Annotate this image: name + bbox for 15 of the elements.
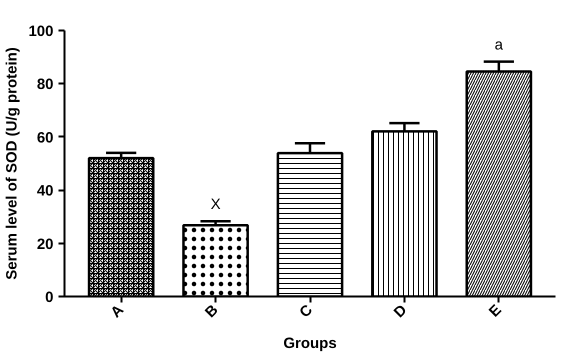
y-tick-label: 100 bbox=[28, 23, 54, 40]
x-tick-label: D bbox=[390, 301, 411, 322]
annotation: X bbox=[210, 196, 221, 214]
y-tick-label: 40 bbox=[36, 182, 54, 200]
y-tick-label: 20 bbox=[36, 236, 54, 253]
y-tick-label: 80 bbox=[36, 76, 54, 94]
x-tick-label: C bbox=[296, 301, 316, 322]
annotation: a bbox=[494, 36, 504, 54]
x-axis-title: Groups bbox=[283, 335, 337, 352]
x-tick-label: E bbox=[486, 301, 505, 321]
y-axis-title: Serum level of SOD (U/g protein) bbox=[3, 47, 20, 280]
x-tick-label: B bbox=[202, 301, 222, 322]
x-tick-label: A bbox=[107, 301, 128, 322]
y-tick-label: 60 bbox=[36, 129, 54, 146]
y-tick-label: 0 bbox=[45, 289, 54, 306]
